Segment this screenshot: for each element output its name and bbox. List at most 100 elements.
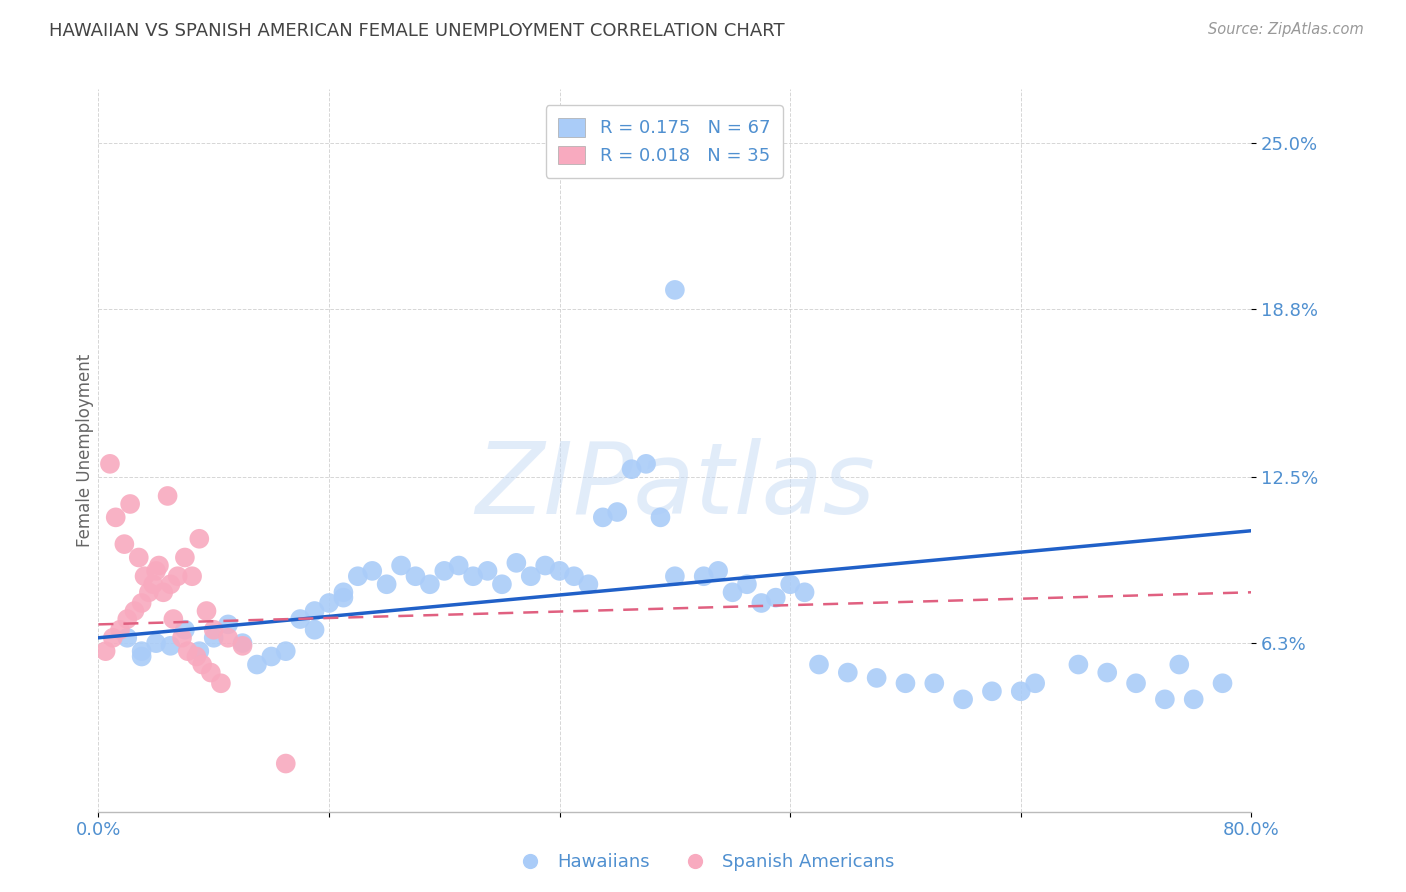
Point bbox=[246, 657, 269, 672]
Point bbox=[177, 644, 200, 658]
Point bbox=[231, 639, 254, 653]
Point bbox=[650, 510, 672, 524]
Point bbox=[290, 612, 312, 626]
Point bbox=[145, 636, 167, 650]
Point bbox=[505, 556, 527, 570]
Point bbox=[419, 577, 441, 591]
Point bbox=[1125, 676, 1147, 690]
Point bbox=[361, 564, 384, 578]
Point bbox=[606, 505, 628, 519]
Point bbox=[209, 676, 232, 690]
Point bbox=[534, 558, 557, 573]
Point bbox=[148, 558, 170, 573]
Point bbox=[1168, 657, 1191, 672]
Point bbox=[693, 569, 716, 583]
Point bbox=[375, 577, 398, 591]
Point bbox=[274, 644, 297, 658]
Point bbox=[592, 510, 614, 524]
Point bbox=[195, 604, 218, 618]
Point bbox=[170, 631, 193, 645]
Point bbox=[664, 283, 686, 297]
Point bbox=[202, 631, 225, 645]
Point bbox=[174, 550, 197, 565]
Point bbox=[181, 569, 204, 583]
Point bbox=[664, 569, 686, 583]
Point bbox=[191, 657, 214, 672]
Point bbox=[98, 457, 121, 471]
Point bbox=[159, 639, 181, 653]
Point bbox=[894, 676, 917, 690]
Point bbox=[134, 569, 156, 583]
Point bbox=[793, 585, 815, 599]
Point bbox=[779, 577, 801, 591]
Point bbox=[186, 649, 208, 664]
Point bbox=[866, 671, 889, 685]
Point bbox=[477, 564, 499, 578]
Point bbox=[765, 591, 787, 605]
Point bbox=[332, 585, 354, 599]
Point bbox=[124, 604, 146, 618]
Point bbox=[104, 510, 127, 524]
Point bbox=[520, 569, 543, 583]
Point bbox=[166, 569, 188, 583]
Text: ZIPatlas: ZIPatlas bbox=[475, 438, 875, 535]
Text: Source: ZipAtlas.com: Source: ZipAtlas.com bbox=[1208, 22, 1364, 37]
Point bbox=[162, 612, 184, 626]
Point bbox=[108, 623, 131, 637]
Point bbox=[174, 623, 197, 637]
Point bbox=[620, 462, 643, 476]
Point bbox=[721, 585, 744, 599]
Point bbox=[304, 604, 326, 618]
Point bbox=[636, 457, 658, 471]
Point bbox=[735, 577, 758, 591]
Point bbox=[112, 537, 135, 551]
Point bbox=[1182, 692, 1205, 706]
Point bbox=[217, 631, 239, 645]
Point bbox=[405, 569, 427, 583]
Point bbox=[389, 558, 412, 573]
Point bbox=[202, 623, 225, 637]
Point bbox=[461, 569, 484, 583]
Point bbox=[94, 644, 117, 658]
Point bbox=[562, 569, 585, 583]
Point bbox=[101, 631, 124, 645]
Point bbox=[217, 617, 239, 632]
Point bbox=[138, 585, 160, 599]
Point bbox=[304, 623, 326, 637]
Point bbox=[751, 596, 773, 610]
Point bbox=[117, 612, 139, 626]
Point bbox=[433, 564, 456, 578]
Point bbox=[952, 692, 974, 706]
Point bbox=[447, 558, 470, 573]
Point bbox=[1024, 676, 1046, 690]
Point bbox=[128, 550, 150, 565]
Point bbox=[1212, 676, 1234, 690]
Legend: R = 0.175   N = 67, R = 0.018   N = 35: R = 0.175 N = 67, R = 0.018 N = 35 bbox=[546, 105, 783, 178]
Point bbox=[142, 577, 165, 591]
Point bbox=[117, 631, 139, 645]
Point bbox=[152, 585, 174, 599]
Point bbox=[837, 665, 859, 680]
Point bbox=[1010, 684, 1032, 698]
Text: HAWAIIAN VS SPANISH AMERICAN FEMALE UNEMPLOYMENT CORRELATION CHART: HAWAIIAN VS SPANISH AMERICAN FEMALE UNEM… bbox=[49, 22, 785, 40]
Point bbox=[131, 649, 153, 664]
Point bbox=[1067, 657, 1090, 672]
Point bbox=[188, 532, 211, 546]
Point bbox=[491, 577, 513, 591]
Point bbox=[131, 644, 153, 658]
Point bbox=[188, 644, 211, 658]
Point bbox=[231, 636, 254, 650]
Point bbox=[156, 489, 179, 503]
Point bbox=[274, 756, 297, 771]
Point bbox=[260, 649, 283, 664]
Point bbox=[346, 569, 368, 583]
Point bbox=[1154, 692, 1177, 706]
Point bbox=[808, 657, 831, 672]
Y-axis label: Female Unemployment: Female Unemployment bbox=[76, 354, 94, 547]
Point bbox=[145, 564, 167, 578]
Point bbox=[548, 564, 571, 578]
Point bbox=[332, 591, 354, 605]
Point bbox=[318, 596, 340, 610]
Point bbox=[1097, 665, 1119, 680]
Point bbox=[578, 577, 600, 591]
